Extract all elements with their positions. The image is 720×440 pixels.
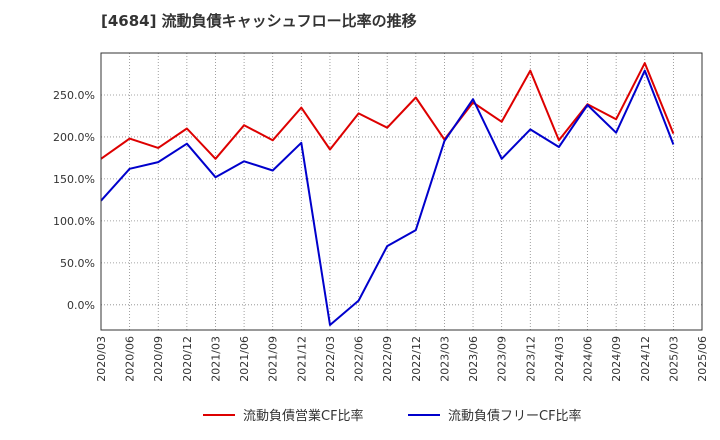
- series-line-2: [100, 69, 675, 326]
- x-tick-label: 2024/12: [639, 336, 652, 382]
- x-tick-label: 2021/06: [238, 336, 251, 382]
- x-tick-label: 2024/09: [610, 336, 623, 382]
- x-tick-label: 2025/06: [696, 336, 709, 382]
- x-tick-label: 2020/09: [152, 336, 165, 382]
- x-tick-label: 2022/09: [381, 336, 394, 382]
- y-tick-label: 50.0%: [60, 257, 95, 270]
- x-tick-label: 2023/12: [524, 336, 537, 382]
- x-tick-label: 2020/06: [124, 336, 137, 382]
- y-tick-label: 100.0%: [53, 215, 95, 228]
- x-tick-label: 2021/09: [267, 336, 280, 382]
- plot-border: [100, 52, 703, 331]
- x-axis-ticks: 2020/03 2020/06 2020/09 2020/12 2021/03 2021/…: [95, 336, 709, 382]
- x-tick-label: 2025/03: [667, 336, 680, 382]
- grid-layer: [100, 53, 703, 330]
- x-tick-label: 2024/06: [582, 336, 595, 382]
- plot-background: [101, 53, 702, 330]
- line-layer: [100, 62, 675, 326]
- x-tick-label: 2023/03: [438, 336, 451, 382]
- y-tick-label: 250.0%: [53, 89, 95, 102]
- x-tick-label: 2021/03: [209, 336, 222, 382]
- chart-title: [4684] 流動負債キャッシュフロー比率の推移: [101, 12, 417, 30]
- x-tick-label: 2022/06: [353, 336, 366, 382]
- series-line-1: [100, 62, 675, 160]
- y-axis-ticks: 0.0% 50.0% 100.0% 150.0% 200.0% 250.0%: [53, 89, 95, 312]
- x-tick-label: 2021/12: [295, 336, 308, 382]
- legend-label-2: 流動負債フリーCF比率: [448, 408, 582, 424]
- x-tick-label: 2023/09: [496, 336, 509, 382]
- x-tick-label: 2023/06: [467, 336, 480, 382]
- y-tick-label: 200.0%: [53, 131, 95, 144]
- x-tick-label: 2022/12: [410, 336, 423, 382]
- legend: 流動負債営業CF比率 流動負債フリーCF比率: [203, 408, 582, 424]
- legend-label-1: 流動負債営業CF比率: [243, 408, 364, 424]
- y-tick-label: 0.0%: [67, 299, 95, 312]
- x-tick-label: 2020/03: [95, 336, 108, 382]
- x-tick-label: 2022/03: [324, 336, 337, 382]
- x-tick-label: 2024/03: [553, 336, 566, 382]
- x-tick-label: 2020/12: [181, 336, 194, 382]
- y-tick-label: 150.0%: [53, 173, 95, 186]
